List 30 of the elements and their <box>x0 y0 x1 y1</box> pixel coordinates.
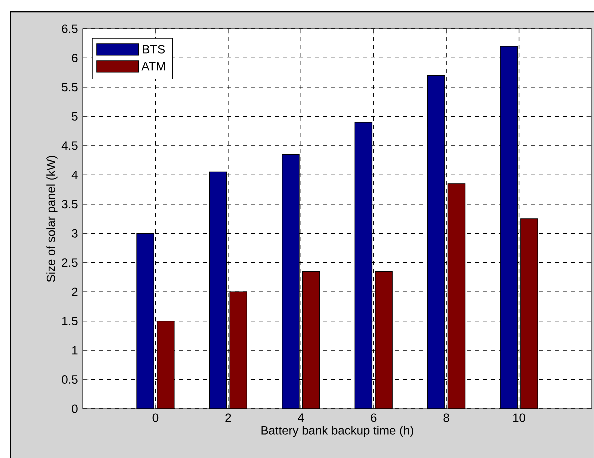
y-tick-label: 1 <box>72 346 78 355</box>
legend-label: BTS <box>143 45 166 54</box>
y-tick-label: 1.5 <box>62 317 78 326</box>
legend-label: ATM <box>142 62 166 71</box>
y-tick-label: 5 <box>72 112 78 121</box>
y-axis-title: Size of solar panel (kW) <box>46 156 58 282</box>
bar <box>282 154 300 409</box>
y-tick-label: 2.5 <box>62 258 78 268</box>
y-tick-label: 3.5 <box>62 200 78 209</box>
y-tick-label: 4.5 <box>62 142 78 150</box>
x-tick-label: 10 <box>514 414 526 422</box>
y-tick-label: 0 <box>72 404 78 414</box>
x-tick-label: 0 <box>152 414 159 422</box>
y-tick-label: 6 <box>72 54 78 62</box>
y-tick-label: 2 <box>72 288 78 296</box>
y-tick-label: 6.5 <box>62 24 78 34</box>
x-tick-label: 4 <box>298 414 304 422</box>
y-tick-label: 5.5 <box>62 83 78 92</box>
bar <box>136 233 154 409</box>
y-tick-label: 3 <box>72 229 78 238</box>
bar <box>354 122 373 409</box>
bar <box>428 75 446 409</box>
bar <box>209 172 228 409</box>
bar <box>500 46 518 409</box>
x-tick-label: 2 <box>226 414 232 422</box>
y-tick-label: 0.5 <box>62 376 78 384</box>
x-axis-title: Battery bank backup time (h) <box>262 426 414 438</box>
x-tick-label: 6 <box>371 414 377 422</box>
x-tick-label: 8 <box>444 414 450 422</box>
y-tick-label: 4 <box>72 171 78 180</box>
